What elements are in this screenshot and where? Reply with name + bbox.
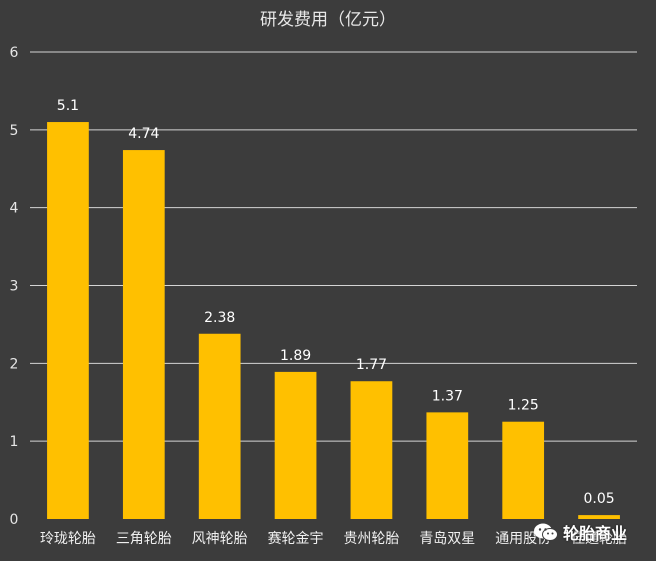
x-tick-label-0: 玲珑轮胎 <box>40 531 96 547</box>
bar-1 <box>122 150 165 519</box>
gridlines <box>30 51 637 442</box>
data-label-3: 1.89 <box>280 348 311 364</box>
watermark: 轮胎商业 <box>533 520 627 544</box>
data-label-7: 0.05 <box>583 491 614 507</box>
bar-2 <box>198 333 241 519</box>
data-labels: 5.1 4.74 2.38 1.89 1.77 1.37 1.25 0.05 <box>57 98 615 507</box>
data-label-0: 5.1 <box>57 98 79 114</box>
y-tick-label: 2 <box>10 356 19 372</box>
data-label-4: 1.77 <box>356 357 387 373</box>
y-tick-label: 4 <box>10 201 19 217</box>
x-tick-label-1: 三角轮胎 <box>116 531 172 547</box>
y-tick-label: 1 <box>10 434 19 450</box>
wechat-icon <box>534 523 558 541</box>
chart-title: 研发费用（亿元） <box>260 10 396 30</box>
y-tick-label: 3 <box>10 279 19 295</box>
bars <box>47 122 620 520</box>
y-tick-label: 5 <box>10 123 19 139</box>
y-tick-label: 6 <box>10 45 19 61</box>
watermark-text: 轮胎商业 <box>563 524 628 543</box>
x-tick-label-3: 赛轮金宇 <box>268 531 324 547</box>
bar-3 <box>274 371 317 519</box>
y-tick-label: 0 <box>10 512 19 528</box>
bar-4 <box>350 381 393 519</box>
x-tick-label-7: 佳通轮胎 <box>571 531 627 547</box>
x-tick-label-5: 青岛双星 <box>419 531 475 547</box>
x-tick-label-4: 贵州轮胎 <box>343 531 399 547</box>
x-tick-label-2: 风神轮胎 <box>192 531 248 547</box>
data-label-2: 2.38 <box>204 310 235 326</box>
data-label-6: 1.25 <box>508 398 539 414</box>
y-axis-ticks: 0 1 2 3 4 5 6 <box>10 45 19 528</box>
data-label-5: 1.37 <box>432 388 463 404</box>
bar-7 <box>578 515 620 519</box>
bar-0 <box>47 122 89 520</box>
data-label-1: 4.74 <box>128 126 159 142</box>
bar-6 <box>502 421 545 519</box>
bar-5 <box>426 412 469 519</box>
